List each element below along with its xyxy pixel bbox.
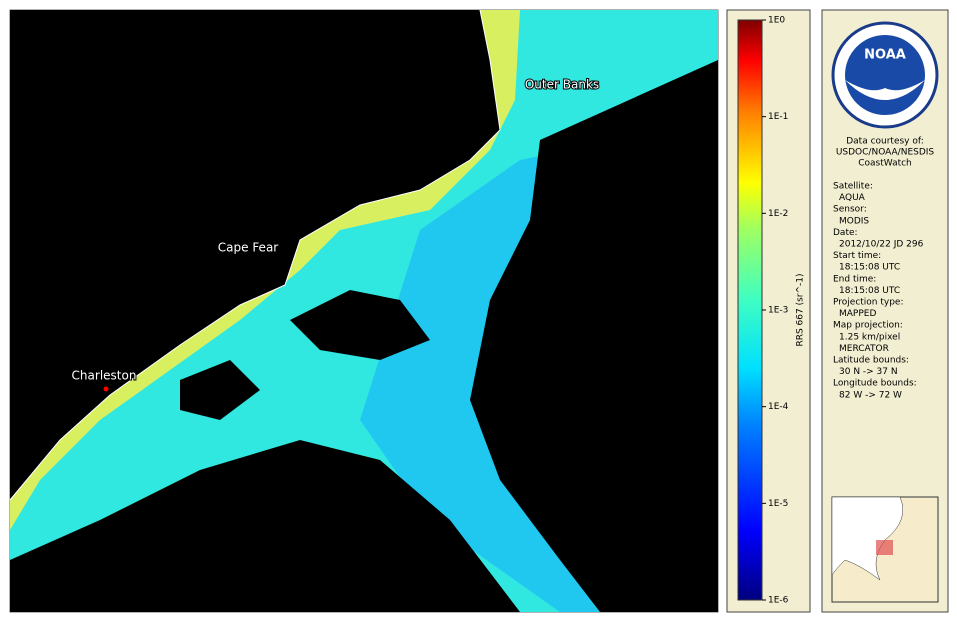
tick-label: 1E-2	[768, 209, 788, 219]
tick-label: 1E-6	[768, 596, 789, 606]
map-label: Charleston	[72, 369, 137, 383]
field-label: Projection type:	[833, 298, 904, 308]
field-value: MAPPED	[839, 309, 876, 319]
field-value: 82 W -> 72 W	[839, 390, 902, 400]
credit: Data courtesy of:	[846, 137, 924, 147]
field-value: 30 N -> 37 N	[839, 367, 898, 377]
field-label: Date:	[833, 228, 858, 238]
tick-label: 1E0	[768, 16, 785, 26]
credit: USDOC/NOAA/NESDIS	[836, 148, 935, 158]
map-label: Outer Banks	[525, 78, 599, 92]
map-label: Cape Fear	[218, 241, 279, 255]
field-value: MODIS	[839, 216, 869, 226]
tick-label: 1E-5	[768, 499, 788, 509]
credit: CoastWatch	[858, 159, 912, 169]
field-label: Start time:	[833, 251, 881, 261]
tick-label: 1E-1	[768, 112, 788, 122]
field-value: 18:15:08 UTC	[839, 286, 900, 296]
field-label: Map projection:	[833, 321, 903, 331]
info-panel: NOAA Data courtesy of:USDOC/NOAA/NESDISC…	[821, 9, 949, 613]
field-value: 2012/10/22 JD 296	[839, 240, 924, 250]
logo-text: NOAA	[864, 48, 906, 63]
tick-label: 1E-4	[768, 402, 789, 412]
field-value: 18:15:08 UTC	[839, 263, 900, 273]
colorbar: RRS 667 (sr^-1) 1E0 1E-1 1E-2 1E-3 1E-4 1E-5 1…	[726, 9, 811, 613]
map: Outer Banks Cape Fear Charleston	[9, 9, 719, 613]
tick-label: 1E-3	[768, 306, 788, 316]
field-value: MERCATOR	[839, 344, 889, 354]
colorbar-title: RRS 667 (sr^-1)	[796, 273, 806, 346]
field-label: Latitude bounds:	[833, 356, 909, 366]
field-label: End time:	[833, 274, 876, 284]
field-label: Sensor:	[833, 205, 867, 215]
field-value: 1.25 km/pixel	[839, 332, 900, 342]
field-value: AQUA	[839, 193, 866, 203]
field-label: Longitude bounds:	[833, 379, 917, 389]
field-label: Satellite:	[833, 182, 873, 192]
